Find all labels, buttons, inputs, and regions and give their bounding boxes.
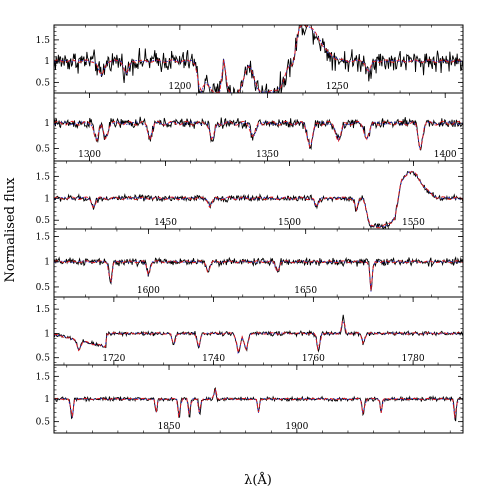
x-tick-label: 1650 [294,286,317,296]
y-tick-label: 1 [44,329,50,339]
x-tick-label: 1500 [278,218,301,228]
y-tick-label: 1.5 [36,305,51,315]
model-blue-line [54,121,463,150]
y-tick-label: 0.5 [36,78,51,88]
spectrum-panels: 0.5 1 1.5 1200 1250 0.5 1 1300 1350 1400 0.5 1 1.5 14… [36,24,464,434]
model-red-line [54,388,463,419]
x-tick-label: 1900 [285,422,308,432]
spectrum-panel-4: 0.5 1 1.5 1600 1650 [36,228,464,298]
spectrum-panel-1: 0.5 1 1.5 1200 1250 [36,24,464,94]
y-tick-label: 0.5 [36,418,51,428]
x-axis-title: λ(Å) [244,472,272,488]
y-tick-label: 1.5 [36,372,51,382]
y-tick-label: 0.5 [36,144,51,154]
y-tick-label: 1 [44,258,50,268]
model-red-line [54,120,463,150]
model-red-line [54,171,463,229]
x-tick-label: 1300 [78,150,101,160]
x-tick-label: 1600 [137,286,160,296]
y-tick-label: 0.5 [36,354,51,364]
y-tick-label: 1.5 [36,172,51,182]
x-tick-label: 1740 [202,354,225,364]
y-tick-label: 1.5 [36,36,51,46]
y-tick-label: 1 [44,119,50,129]
x-tick-label: 1400 [434,150,457,160]
model-red-line [54,260,463,291]
model-blue-line [54,321,463,355]
model-blue-line [54,389,463,419]
y-axis-title: Normalised flux [3,177,18,283]
observed-spectrum-line [54,387,463,422]
y-tick-label: 1 [44,194,50,204]
x-tick-label: 1720 [102,354,125,364]
x-tick-label: 1760 [302,354,325,364]
y-tick-label: 1 [44,395,50,405]
x-tick-label: 1850 [158,422,181,432]
spectrum-panel-3: 0.5 1 1.5 1450 1500 1550 [36,160,464,230]
y-tick-label: 1 [44,57,50,67]
x-tick-label: 1780 [402,354,425,364]
observed-spectrum-line [54,256,463,292]
x-tick-label: 1200 [168,82,191,92]
y-tick-label: 0.5 [36,216,51,226]
spectrum-panel-5: 0.5 1 1.5 1720 1740 1760 1780 [36,296,464,366]
y-tick-label: 1.5 [36,233,51,243]
model-red-line [54,25,463,93]
x-tick-label: 1450 [154,218,177,228]
x-tick-label: 1550 [402,218,425,228]
spectrum-panel-6: 0.5 1 1.5 1850 1900 [36,364,464,434]
x-tick-label: 1250 [326,82,349,92]
model-blue-line [54,260,463,292]
model-red-line [54,320,463,353]
observed-spectrum-line [54,25,463,93]
y-tick-label: 0.5 [36,283,51,293]
spectrum-panel-2: 0.5 1 1300 1350 1400 [36,92,464,162]
model-blue-line [54,25,463,93]
x-tick-label: 1350 [256,150,279,160]
